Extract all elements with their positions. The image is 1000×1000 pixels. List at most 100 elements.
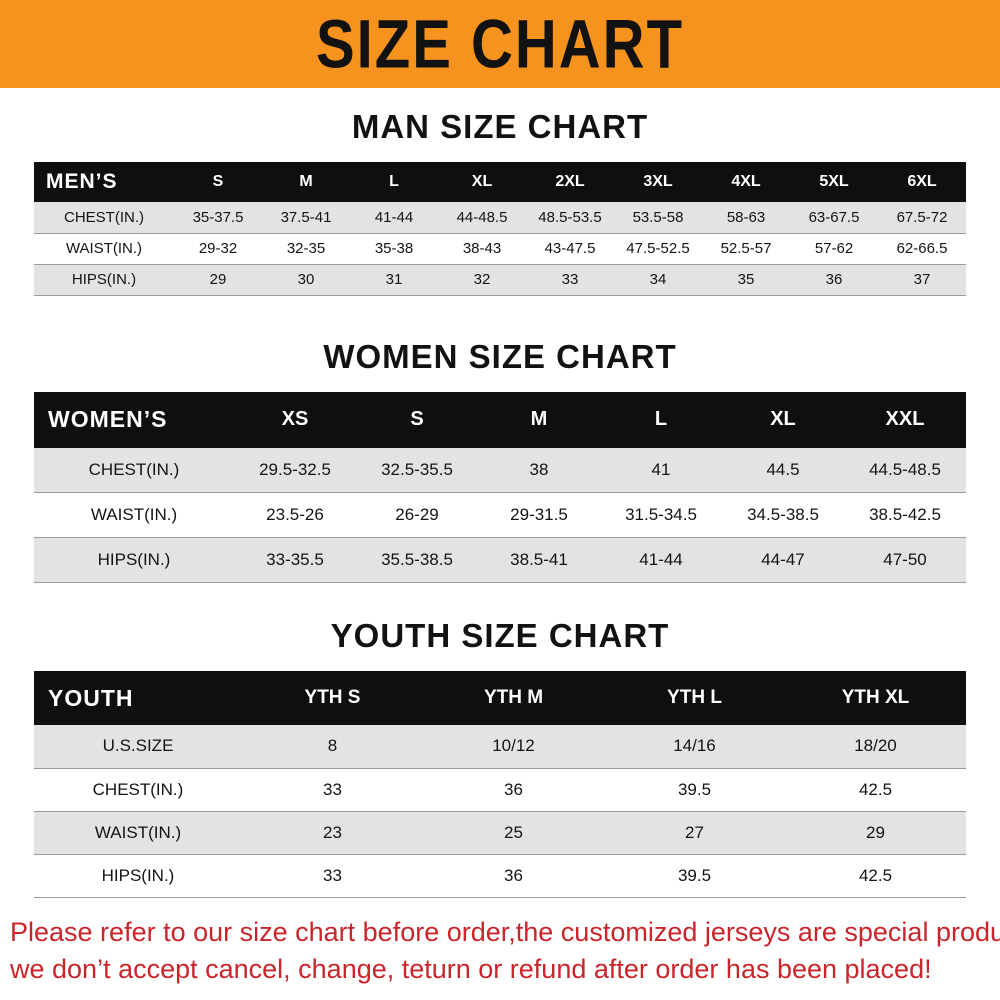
- size-value-cell: 38: [478, 447, 600, 493]
- size-value-cell: 29.5-32.5: [234, 447, 356, 493]
- table-row: CHEST(IN.) 35-37.5 37.5-41 41-44 44-48.5 48.5…: [34, 202, 966, 234]
- size-value-cell: 38-43: [438, 233, 526, 265]
- size-column-header: YTH L: [604, 671, 785, 725]
- size-value-cell: 32.5-35.5: [356, 447, 478, 493]
- size-value-cell: 23.5-26: [234, 492, 356, 538]
- size-value-cell: 41-44: [350, 202, 438, 234]
- women-section-heading: WOMEN SIZE CHART: [323, 337, 677, 375]
- women-size-section: WOMEN SIZE CHART WOMEN’S XS S M L XL XXL CHEST(…: [0, 337, 1000, 583]
- size-value-cell: 44.5-48.5: [844, 447, 966, 493]
- size-value-cell: 32: [438, 264, 526, 296]
- size-column-header: 4XL: [702, 162, 790, 202]
- row-label-cell: HIPS(IN.): [34, 264, 174, 296]
- table-title-cell: WOMEN’S: [34, 391, 234, 448]
- size-column-header: XL: [722, 391, 844, 448]
- table-row: HIPS(IN.) 29 30 31 32 33 34 35 36 37: [34, 264, 966, 296]
- size-value-cell: 39.5: [604, 854, 785, 898]
- footer-note: Please refer to our size chart before or…: [0, 898, 1000, 988]
- size-value-cell: 47-50: [844, 537, 966, 583]
- table-title-cell: YOUTH: [34, 671, 242, 725]
- size-value-cell: 42.5: [785, 854, 966, 898]
- size-value-cell: 53.5-58: [614, 202, 702, 234]
- banner: SIZE CHART: [0, 0, 1000, 88]
- row-label-cell: WAIST(IN.): [34, 233, 174, 265]
- women-size-table: WOMEN’S XS S M L XL XXL CHEST(IN.) 29.5-32.5 32.5…: [34, 391, 966, 583]
- size-value-cell: 34: [614, 264, 702, 296]
- size-value-cell: 32-35: [262, 233, 350, 265]
- size-column-header: 5XL: [790, 162, 878, 202]
- size-value-cell: 29-31.5: [478, 492, 600, 538]
- size-value-cell: 58-63: [702, 202, 790, 234]
- youth-section-heading: YOUTH SIZE CHART: [330, 617, 670, 654]
- size-value-cell: 26-29: [356, 492, 478, 538]
- size-value-cell: 35: [702, 264, 790, 296]
- size-value-cell: 57-62: [790, 233, 878, 265]
- size-value-cell: 33: [242, 768, 423, 812]
- size-column-header: YTH XL: [785, 671, 966, 725]
- size-value-cell: 67.5-72: [878, 202, 966, 234]
- size-column-header: XL: [438, 162, 526, 202]
- size-value-cell: 38.5-41: [478, 537, 600, 583]
- size-value-cell: 36: [790, 264, 878, 296]
- table-row: U.S.SIZE 8 10/12 14/16 18/20: [34, 725, 966, 769]
- youth-size-table: YOUTH YTH S YTH M YTH L YTH XL U.S.SIZE 8 10/12…: [34, 671, 966, 898]
- size-value-cell: 27: [604, 811, 785, 855]
- footer-note-line-2: we don’t accept cancel, change, teturn o…: [10, 953, 932, 984]
- size-column-header: YTH M: [423, 671, 604, 725]
- size-value-cell: 52.5-57: [702, 233, 790, 265]
- youth-size-section: YOUTH SIZE CHART YOUTH YTH S YTH M YTH L YTH…: [0, 617, 1000, 898]
- size-value-cell: 36: [423, 854, 604, 898]
- man-size-table: MEN’S S M L XL 2XL 3XL 4XL 5XL 6XL CHEST(IN.) 35-37…: [34, 162, 966, 296]
- page-title: SIZE CHART: [316, 5, 684, 83]
- size-value-cell: 23: [242, 811, 423, 855]
- size-column-header: M: [262, 162, 350, 202]
- size-value-cell: 10/12: [423, 725, 604, 769]
- size-column-header: 3XL: [614, 162, 702, 202]
- size-column-header: XXL: [844, 391, 966, 448]
- table-header-row: WOMEN’S XS S M L XL XXL: [34, 391, 966, 448]
- size-value-cell: 25: [423, 811, 604, 855]
- table-row: WAIST(IN.) 23.5-26 26-29 29-31.5 31.5-34.5 34…: [34, 492, 966, 538]
- size-value-cell: 14/16: [604, 725, 785, 769]
- size-column-header: YTH S: [242, 671, 423, 725]
- man-size-section: MAN SIZE CHART MEN’S S M L XL 2XL 3XL 4XL 5XL 6XL…: [0, 108, 1000, 296]
- size-value-cell: 31.5-34.5: [600, 492, 722, 538]
- size-value-cell: 33: [526, 264, 614, 296]
- size-value-cell: 48.5-53.5: [526, 202, 614, 234]
- table-row: CHEST(IN.) 33 36 39.5 42.5: [34, 768, 966, 812]
- size-value-cell: 35-38: [350, 233, 438, 265]
- row-label-cell: WAIST(IN.): [34, 492, 234, 538]
- size-value-cell: 33-35.5: [234, 537, 356, 583]
- size-column-header: XS: [234, 391, 356, 448]
- size-value-cell: 38.5-42.5: [844, 492, 966, 538]
- size-value-cell: 36: [423, 768, 604, 812]
- table-row: HIPS(IN.) 33 36 39.5 42.5: [34, 854, 966, 898]
- size-value-cell: 41-44: [600, 537, 722, 583]
- size-value-cell: 35.5-38.5: [356, 537, 478, 583]
- size-value-cell: 44-47: [722, 537, 844, 583]
- size-column-header: S: [174, 162, 262, 202]
- size-value-cell: 29-32: [174, 233, 262, 265]
- table-row: CHEST(IN.) 29.5-32.5 32.5-35.5 38 41 44.5 44.5…: [34, 447, 966, 493]
- size-column-header: L: [350, 162, 438, 202]
- size-column-header: 6XL: [878, 162, 966, 202]
- size-value-cell: 33: [242, 854, 423, 898]
- table-row: WAIST(IN.) 23 25 27 29: [34, 811, 966, 855]
- size-value-cell: 18/20: [785, 725, 966, 769]
- size-value-cell: 31: [350, 264, 438, 296]
- row-label-cell: U.S.SIZE: [34, 725, 242, 769]
- size-value-cell: 37.5-41: [262, 202, 350, 234]
- size-value-cell: 44.5: [722, 447, 844, 493]
- row-label-cell: HIPS(IN.): [34, 537, 234, 583]
- size-value-cell: 8: [242, 725, 423, 769]
- table-header-row: YOUTH YTH S YTH M YTH L YTH XL: [34, 671, 966, 725]
- size-value-cell: 35-37.5: [174, 202, 262, 234]
- size-column-header: L: [600, 391, 722, 448]
- size-value-cell: 34.5-38.5: [722, 492, 844, 538]
- row-label-cell: CHEST(IN.): [34, 768, 242, 812]
- man-section-heading: MAN SIZE CHART: [351, 108, 649, 145]
- size-value-cell: 63-67.5: [790, 202, 878, 234]
- row-label-cell: CHEST(IN.): [34, 202, 174, 234]
- table-title-cell: MEN’S: [34, 162, 174, 202]
